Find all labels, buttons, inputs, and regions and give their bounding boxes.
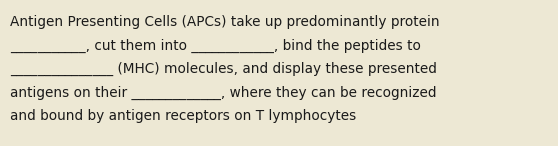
Text: ___________, cut them into ____________, bind the peptides to: ___________, cut them into ____________,… — [10, 39, 421, 53]
Text: and bound by antigen receptors on T lymphocytes: and bound by antigen receptors on T lymp… — [10, 109, 356, 123]
Text: antigens on their _____________, where they can be recognized: antigens on their _____________, where t… — [10, 86, 436, 100]
Text: _______________ (MHC) molecules, and display these presented: _______________ (MHC) molecules, and dis… — [10, 62, 437, 76]
Text: Antigen Presenting Cells (APCs) take up predominantly protein: Antigen Presenting Cells (APCs) take up … — [10, 15, 440, 29]
